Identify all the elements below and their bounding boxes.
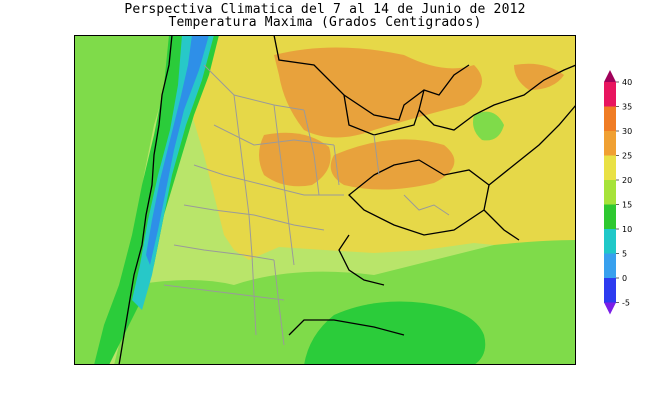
colorbar: 40 35 30 25 20 15 10 5 0 -5 — [604, 70, 632, 315]
map-zone-orange-east — [330, 139, 455, 190]
colorbar-tick-label: 35 — [622, 103, 632, 112]
colorbar-tick-label: 20 — [622, 176, 632, 185]
colorbar-tick-label: 40 — [622, 78, 632, 87]
colorbar-tick-label: 0 — [622, 274, 627, 283]
colorbar-tick-label: 30 — [622, 127, 632, 136]
colorbar-arrow-bottom — [604, 302, 616, 315]
colorbar-segment — [604, 131, 616, 156]
colorbar-tick-label: 15 — [622, 201, 632, 210]
colorbar-tick-label: 10 — [622, 225, 632, 234]
colorbar-segment — [604, 229, 616, 254]
colorbar-arrow-top — [604, 70, 616, 82]
map-title: Perspectiva Climatica del 7 al 14 de Jun… — [124, 2, 526, 17]
colorbar-segment — [604, 155, 616, 181]
colorbar-segment — [604, 82, 616, 107]
colorbar-segment — [604, 106, 616, 132]
colorbar-tick-label: 5 — [622, 250, 627, 259]
colorbar-tick-label: 25 — [622, 152, 632, 161]
map-country-border-north — [273, 35, 470, 121]
temperature-map — [74, 35, 576, 365]
map-zone-darkgreen-south — [304, 301, 486, 365]
map-frame — [74, 35, 576, 365]
map-zone-orange-center — [259, 132, 331, 187]
map-zone-green-nw — [74, 35, 174, 365]
map-coastline — [288, 104, 576, 336]
colorbar-segment — [604, 278, 616, 303]
colorbar-segment — [604, 253, 616, 279]
map-country-border-east — [418, 64, 576, 131]
map-zone-blue-andes — [146, 35, 209, 265]
map-zone-orange-ne — [514, 63, 564, 90]
colorbar-segment — [604, 204, 616, 230]
map-subtitle: Temperatura Maxima (Grados Centigrados) — [168, 15, 482, 30]
map-zone-green-east — [473, 111, 504, 141]
map-zone-orange-north — [274, 47, 482, 138]
colorbar-segment — [604, 180, 616, 205]
map-country-border-west — [118, 35, 173, 365]
colorbar-tick-label: -5 — [622, 299, 630, 308]
map-province-borders — [163, 64, 450, 346]
